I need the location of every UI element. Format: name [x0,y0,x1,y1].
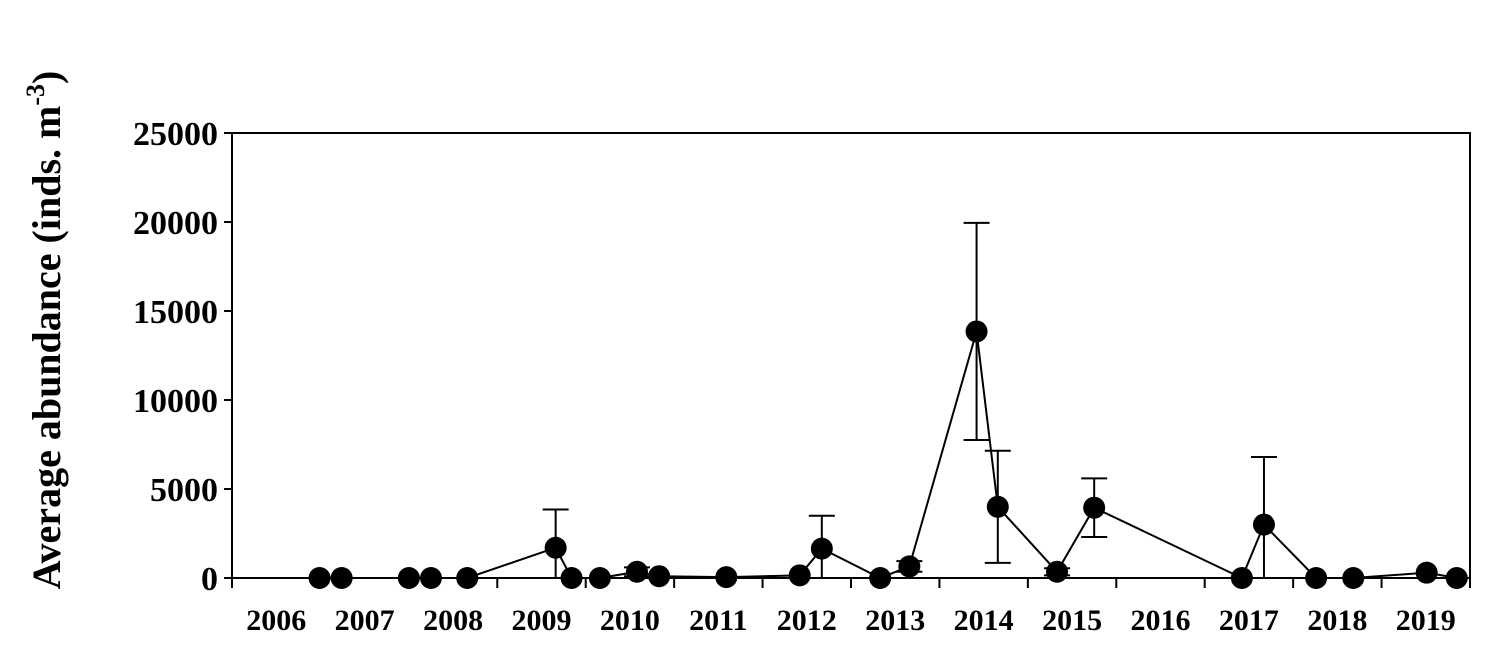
data-point [810,537,833,560]
x-tick-label: 2012 [777,604,837,637]
data-point [544,536,567,559]
data-point [626,560,649,583]
x-tick-label: 2019 [1396,604,1456,637]
data-point [397,567,420,589]
x-tick-label: 2008 [423,604,483,637]
x-tick-label: 2011 [689,604,747,637]
x-tick-label: 2009 [512,604,572,637]
x-tick-label: 2007 [335,604,395,637]
x-tick-label: 2017 [1219,604,1279,637]
data-point [419,567,442,589]
data-point [788,564,811,587]
data-point [898,555,921,578]
data-point [1445,567,1468,589]
data-point [588,567,611,589]
data-point [986,495,1009,518]
y-tick-label: 15000 [133,294,218,331]
x-tick-label: 2010 [600,604,660,637]
data-line [319,331,1457,580]
x-tick-label: 2013 [865,604,925,637]
data-point [330,567,353,589]
y-tick-label: 10000 [133,383,218,420]
x-tick-label: 2014 [954,604,1014,637]
x-tick-label: 2018 [1307,604,1367,637]
y-tick-label: 20000 [133,205,218,242]
data-point [1415,561,1438,584]
data-point [456,567,479,589]
data-point [1046,560,1069,583]
y-tick-label: 0 [201,561,218,598]
x-tick-label: 2006 [246,604,306,637]
data-point [869,567,892,589]
y-axis-label: Average abundance (inds. m-3) [21,71,69,590]
x-tick-label: 2015 [1042,604,1102,637]
data-point [715,566,738,589]
y-tick-label: 5000 [150,472,218,509]
y-tick-label: 25000 [133,116,218,153]
data-point [1252,513,1275,536]
data-point [1230,567,1253,589]
data-point [965,320,988,343]
data-point [1305,567,1328,589]
data-point [1083,496,1106,519]
plot-frame [231,132,1471,579]
data-point [560,567,583,589]
data-point [1342,567,1365,589]
x-tick-label: 2016 [1131,604,1191,637]
data-point [648,565,671,588]
data-point [308,567,331,589]
